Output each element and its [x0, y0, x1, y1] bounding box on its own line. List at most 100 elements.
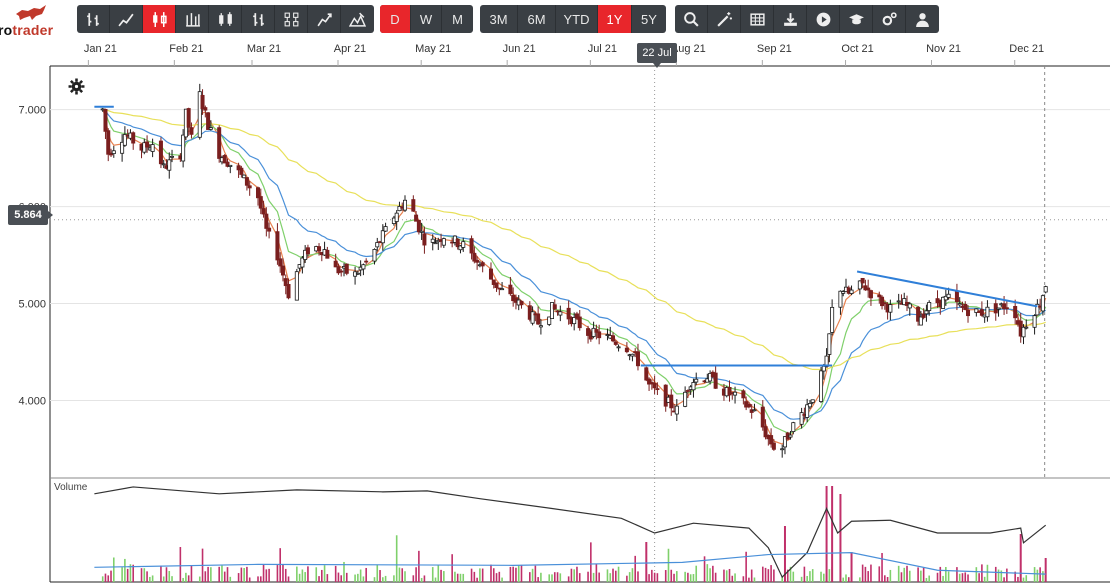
line-chart-button[interactable]: [110, 5, 143, 33]
candle-body: [841, 291, 846, 294]
colored-bars-button[interactable]: [242, 5, 275, 33]
range-3m-button[interactable]: 3M: [480, 5, 518, 33]
candle-body: [416, 219, 421, 233]
settings-button[interactable]: [873, 5, 906, 33]
candle-body: [247, 185, 252, 189]
range-ytd-button[interactable]: YTD: [556, 5, 598, 33]
candle-body: [228, 164, 233, 167]
volume-bar: [534, 565, 537, 582]
candle-body: [264, 213, 269, 229]
candle-body: [791, 422, 796, 432]
volume-bar: [229, 576, 232, 582]
magic-wand-button[interactable]: [708, 5, 741, 33]
candlestick-button[interactable]: [143, 5, 176, 33]
volume-bar: [859, 577, 861, 582]
mountain-button[interactable]: [341, 5, 374, 33]
volume-bar: [1042, 571, 1044, 582]
volume-bar: [820, 571, 822, 582]
volume-bar: [861, 564, 864, 582]
volume-bar: [978, 573, 980, 582]
volume-bar: [529, 572, 531, 582]
table-button[interactable]: [741, 5, 774, 33]
volume-bar: [936, 572, 939, 582]
point-figure-button[interactable]: [308, 5, 341, 33]
candle-body: [805, 404, 810, 418]
volume-bar: [750, 569, 753, 582]
x-axis-tick-label: Feb 21: [169, 43, 203, 55]
crosshair-date-label: 22 Jul: [637, 43, 677, 68]
volume-bar: [692, 574, 695, 582]
volume-bar: [806, 575, 808, 582]
volume-bar: [676, 571, 678, 582]
volume-bar: [517, 564, 520, 582]
candle-body: [746, 403, 751, 408]
volume-spike-bar: [839, 494, 842, 582]
candle-body: [475, 259, 480, 263]
range-5y-button[interactable]: 5Y: [641, 11, 657, 27]
education-button[interactable]: [840, 5, 873, 33]
ohlc-bars-button[interactable]: [77, 5, 110, 33]
volume-bar: [146, 571, 148, 582]
candle-body: [242, 174, 247, 179]
candle-body: [985, 306, 990, 318]
chart-settings-gear-icon[interactable]: [68, 78, 85, 95]
play-button[interactable]: [807, 5, 840, 33]
candle-body: [896, 300, 901, 303]
candle-body: [741, 390, 746, 399]
candle-body: [1013, 305, 1018, 319]
volume-bar: [986, 564, 989, 582]
settings-cogs-icon: [882, 11, 897, 25]
candle-body: [683, 391, 688, 407]
volume-bar: [1036, 569, 1039, 582]
volume-bar: [151, 575, 154, 582]
candle-body: [258, 196, 263, 209]
candle-body: [197, 91, 202, 138]
hollow-candles-icon: [218, 11, 232, 26]
volume-bar: [149, 576, 151, 582]
candle-body: [866, 287, 871, 291]
volume-bar: [634, 555, 637, 582]
volume-bar: [107, 575, 110, 582]
volume-bar: [981, 564, 983, 582]
candle-body: [122, 134, 127, 146]
candle-body: [278, 258, 283, 267]
period-week-button[interactable]: W: [411, 5, 442, 33]
volume-bar: [706, 564, 709, 582]
candle-body: [954, 291, 959, 303]
volume-bar: [870, 564, 872, 582]
volume-bar: [398, 567, 401, 582]
candle-body: [300, 257, 305, 268]
candle-body: [355, 272, 360, 275]
volume-bar: [598, 572, 600, 582]
candle-body: [877, 294, 882, 298]
volume-pane-label: Volume: [54, 482, 88, 493]
line-chart-icon: [117, 13, 134, 26]
candle-body: [145, 141, 150, 148]
volume-bar: [434, 577, 437, 582]
hollow-candles-button[interactable]: [209, 5, 242, 33]
candle-body: [691, 382, 696, 391]
range-1y-button[interactable]: 1Y: [598, 5, 632, 33]
range-6m-button[interactable]: 6M: [518, 5, 556, 33]
hlc-bars-button[interactable]: [176, 5, 209, 33]
period-day-button[interactable]: D: [380, 5, 411, 33]
candle-body: [1021, 326, 1026, 338]
volume-bar: [617, 566, 620, 582]
candle-body: [597, 331, 602, 339]
candle-body: [422, 233, 427, 246]
volume-bar: [703, 556, 706, 582]
volume-bar: [382, 577, 384, 582]
candle-body: [455, 238, 460, 248]
user-button[interactable]: [906, 5, 939, 33]
volume-bar: [975, 567, 978, 582]
heikin-ashi-button[interactable]: [275, 5, 308, 33]
search-button[interactable]: [675, 5, 708, 33]
volume-bar: [104, 573, 107, 582]
period-month-button[interactable]: M: [452, 11, 463, 27]
x-axis-tick-label: May 21: [415, 43, 451, 55]
download-button[interactable]: [774, 5, 807, 33]
volume-bar: [864, 566, 867, 582]
colored-bars-icon: [252, 12, 264, 26]
volume-bar: [1022, 577, 1025, 582]
